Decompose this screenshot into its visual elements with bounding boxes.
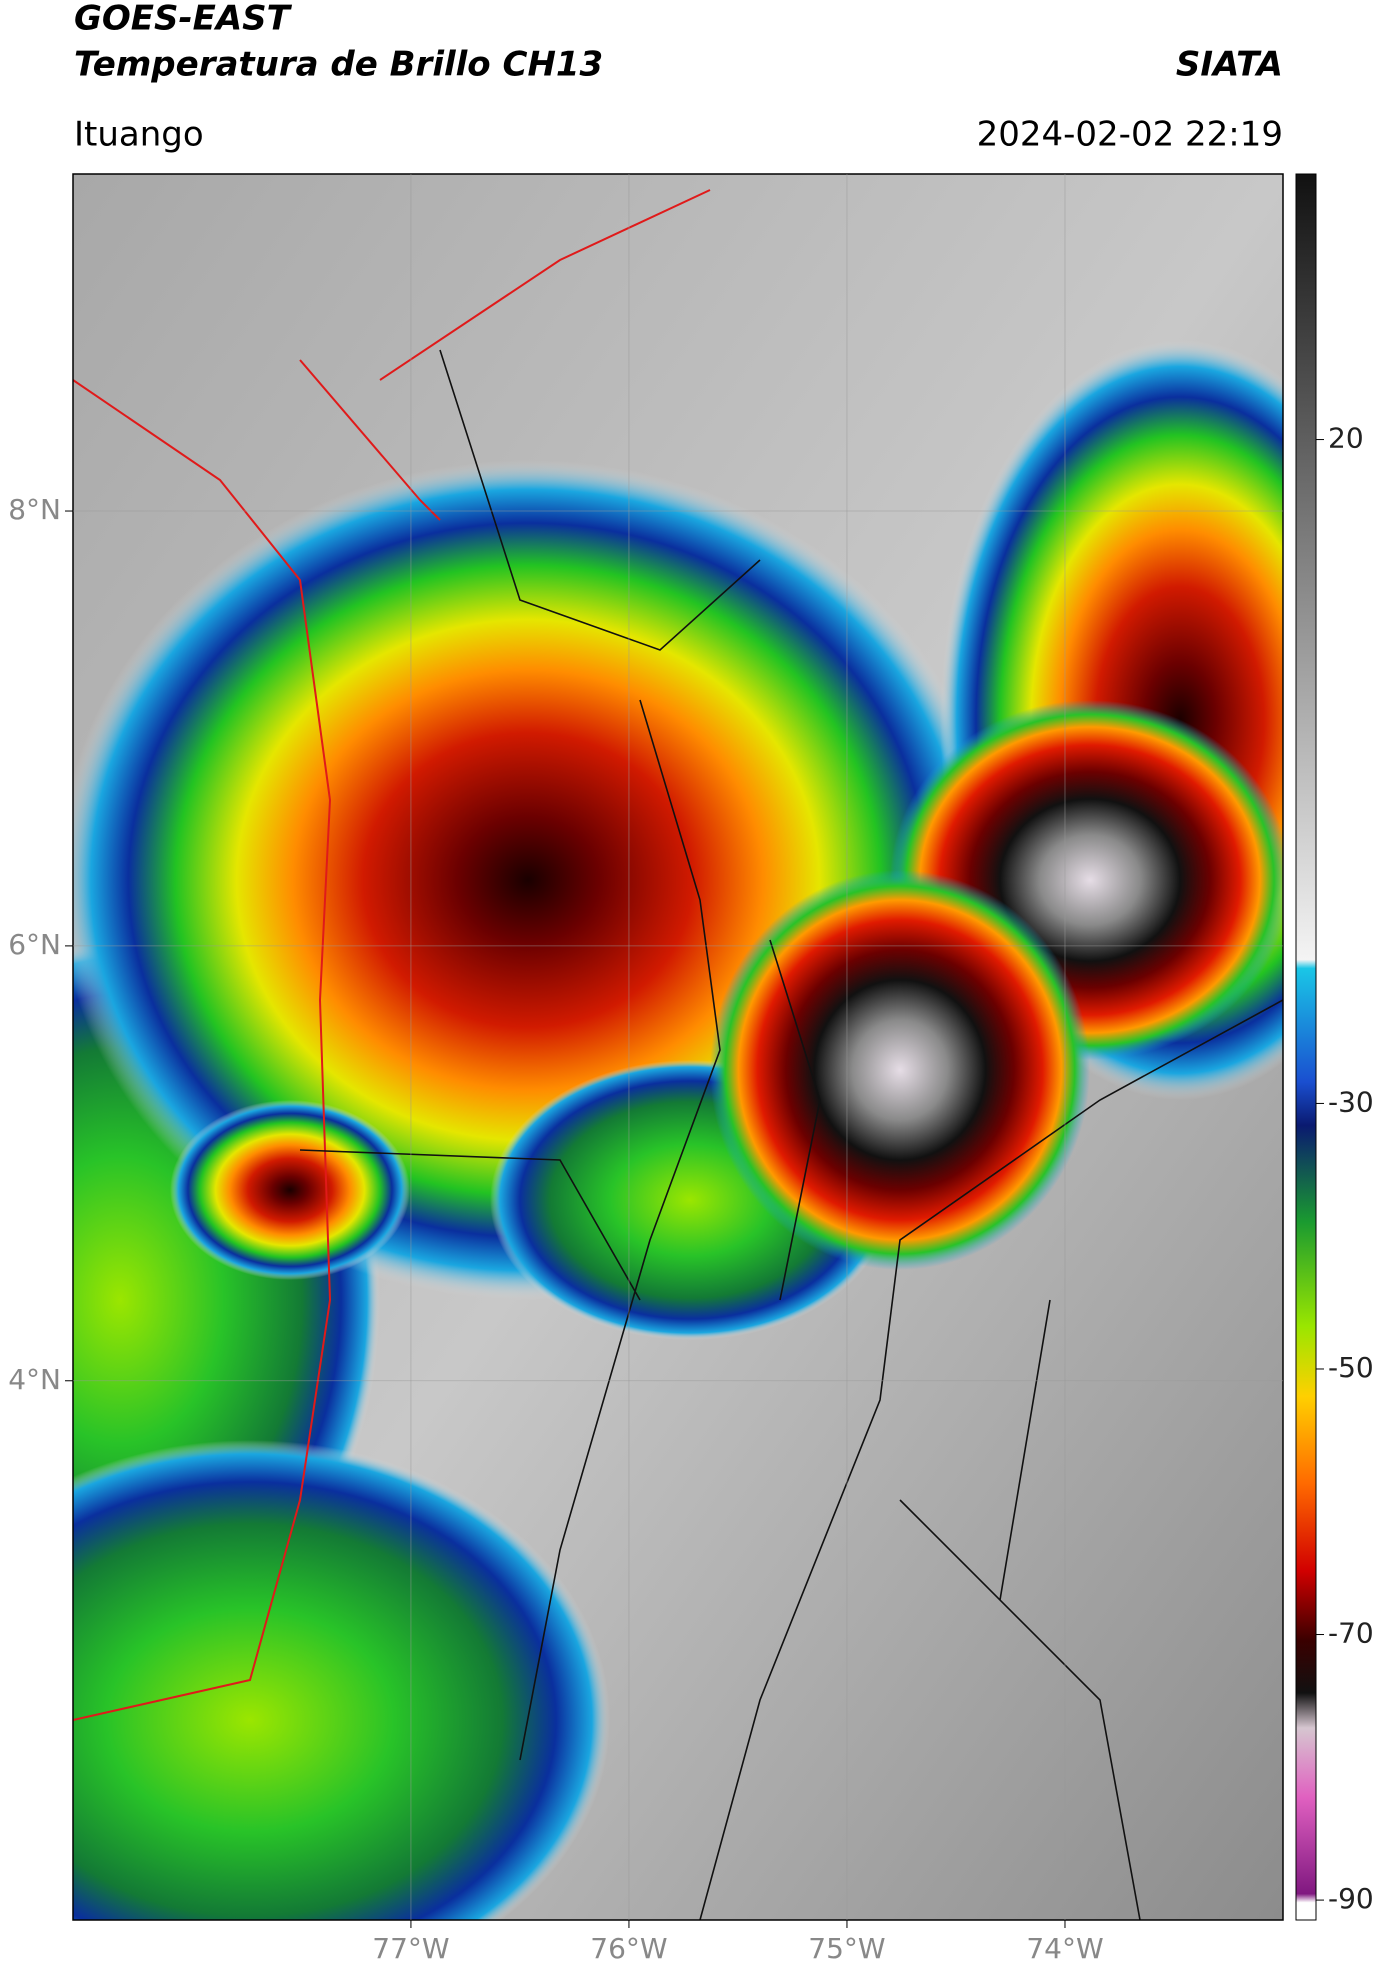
colorbar-tick-label: -50 bbox=[1328, 1351, 1374, 1384]
x-tick-label: 74°W bbox=[1026, 1932, 1103, 1965]
y-tick-label: 4°N bbox=[8, 1363, 61, 1396]
location: Ituango bbox=[74, 115, 204, 155]
y-tick-label: 8°N bbox=[8, 493, 61, 526]
timestamp: 2024-02-02 22:19 bbox=[977, 115, 1283, 155]
organization: SIATA bbox=[1176, 45, 1283, 85]
y-tick-label: 6°N bbox=[8, 928, 61, 961]
colorbar-tick-label: 20 bbox=[1328, 422, 1364, 455]
x-tick-label: 75°W bbox=[808, 1932, 885, 1965]
map-frame bbox=[72, 173, 1284, 1921]
satellite-image bbox=[73, 174, 1283, 1920]
title: GOES-EAST bbox=[74, 0, 293, 39]
x-tick-label: 76°W bbox=[590, 1932, 667, 1965]
subtitle: Temperatura de Brillo CH13 bbox=[74, 45, 603, 85]
colorbar-tick-label: -30 bbox=[1328, 1085, 1374, 1118]
colorbar-tick-label: -70 bbox=[1328, 1617, 1374, 1650]
colorbar bbox=[1295, 173, 1317, 1921]
colorbar-tick-label: -90 bbox=[1328, 1882, 1374, 1915]
x-tick-label: 77°W bbox=[372, 1932, 449, 1965]
